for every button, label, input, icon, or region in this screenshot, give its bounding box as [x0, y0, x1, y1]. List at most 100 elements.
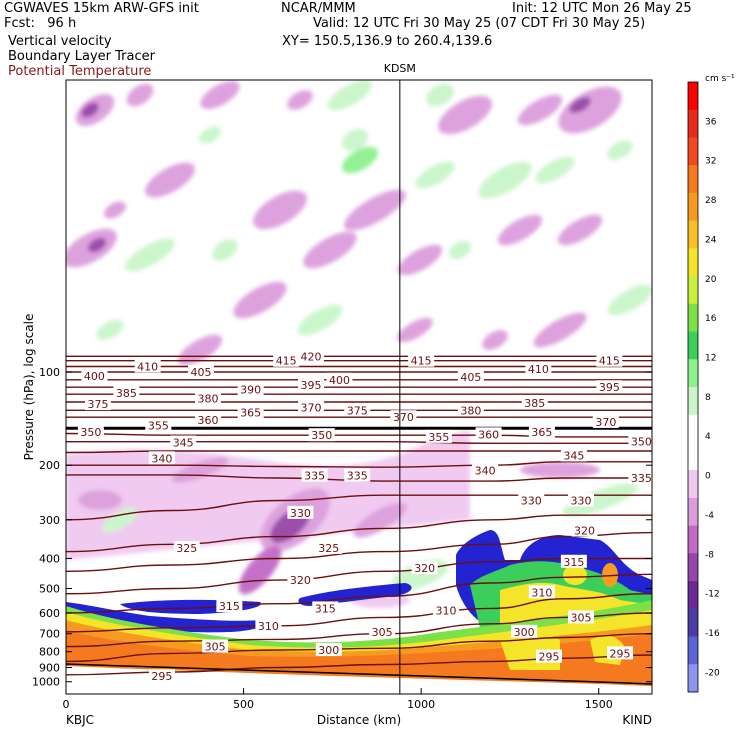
theta-label: 365 [531, 426, 552, 439]
theta-label: 315 [563, 556, 584, 569]
colorbar-swatch [688, 414, 698, 443]
theta-label-bg [433, 603, 460, 617]
theta-label: 335 [304, 470, 325, 483]
theta-label: 345 [563, 449, 584, 462]
colorbar-label: -16 [705, 629, 720, 639]
theta-label: 355 [428, 431, 449, 444]
theta-label: 295 [151, 670, 172, 683]
colorbar-swatch [688, 387, 698, 416]
theta-label-bg [592, 414, 619, 428]
theta-label-bg [202, 639, 229, 653]
init-time: Init: 12 UTC Mon 26 May 25 [512, 1, 692, 16]
theta-label-bg [148, 669, 175, 683]
theta-label: 390 [240, 384, 261, 397]
theta-label: 315 [315, 602, 336, 615]
theta-label-bg [145, 418, 172, 432]
theta-contour-345 [66, 461, 652, 468]
theta-label-bg [315, 643, 342, 657]
theta-label-bg [344, 468, 371, 482]
y-tick-label: 700 [39, 628, 60, 641]
theta-label-bg [173, 540, 200, 554]
theta-label: 375 [347, 404, 368, 417]
theta-label: 410 [528, 363, 549, 376]
colorbar-swatch [688, 165, 698, 194]
theta-label-bg [298, 400, 325, 414]
valid-time: Valid: 12 UTC Fri 30 May 25 (07 CDT Fri … [313, 16, 646, 31]
theta-label-bg [84, 397, 111, 411]
theta-contour-315 [66, 573, 652, 614]
colorbar-labels: 36 32 28 24 20 16 12 8 4 0 -4 -8 -12 -16 -20 [705, 117, 720, 678]
colorbar-label: 28 [705, 196, 717, 206]
theta-label: 295 [610, 647, 631, 660]
theta-label: 330 [290, 507, 311, 520]
colorbar-swatch [688, 608, 698, 638]
theta-label: 370 [301, 401, 322, 414]
theta-label-bg [560, 448, 587, 462]
theta-contour-355 [66, 440, 652, 445]
kdsm-label: KDSM [384, 62, 416, 75]
theta-label: 395 [301, 379, 322, 392]
theta-label: 415 [599, 355, 620, 368]
theta-label: 400 [84, 370, 105, 383]
theta-label-bg [518, 493, 545, 507]
theta-label-bg [312, 601, 339, 615]
theta-label-bg [596, 353, 623, 367]
theta-label-bg [81, 368, 108, 382]
theta-label: 370 [393, 411, 414, 424]
colorbar-swatch [688, 331, 698, 360]
theta-label-bg [411, 561, 438, 575]
vertical-velocity-shading [66, 80, 652, 694]
y-tick-label: 900 [39, 662, 60, 675]
theta-label: 295 [539, 651, 560, 664]
theta-label: 340 [475, 464, 496, 477]
theta-label: 310 [436, 605, 457, 618]
theta-label: 300 [318, 644, 339, 657]
colorbar-swatch [688, 553, 698, 582]
theta-label: 350 [631, 436, 652, 449]
y-tick-label: 500 [39, 582, 60, 595]
theta-label: 345 [173, 437, 194, 450]
theta-contour-360 [66, 432, 652, 438]
colorbar-unit: cm s⁻¹ [705, 74, 735, 84]
colorbar-frame [687, 81, 699, 693]
forecast-hour: Fcst: 96 h [4, 16, 77, 31]
theta-label: 360 [198, 414, 219, 427]
colorbar-swatch [688, 636, 698, 665]
y-tick-label: 100 [39, 366, 60, 379]
colorbar-swatch [688, 581, 698, 610]
y-tick-label: 200 [39, 459, 60, 472]
theta-label: 385 [116, 387, 137, 400]
theta-label: 340 [151, 452, 172, 465]
theta-label: 405 [460, 371, 481, 384]
theta-contour-330 [66, 514, 652, 553]
theta-label: 300 [514, 626, 535, 639]
theta-label-bg [187, 364, 214, 378]
theta-label-bg [77, 424, 104, 438]
y-tick-label: 300 [39, 514, 60, 527]
model-title: CGWAVES 15km ARW-GFS init [4, 1, 199, 16]
theta-label: 305 [205, 641, 226, 654]
colorbar [687, 81, 699, 693]
theta-label-bg [472, 463, 499, 477]
y-tick-label: 1000 [32, 676, 60, 689]
colorbar-label: 36 [705, 117, 717, 127]
field-boundary-layer-tracer: Boundary Layer Tracer [8, 49, 155, 64]
theta-label-bg [287, 505, 314, 519]
theta-label: 335 [347, 470, 368, 483]
theta-label-bg [344, 403, 371, 417]
org-label: NCAR/MMM [281, 1, 356, 16]
colorbar-label: 20 [705, 275, 717, 285]
theta-label: 415 [276, 355, 297, 368]
theta-label-bg [298, 349, 325, 363]
theta-label-bg [287, 573, 314, 587]
theta-label-bg [195, 413, 222, 427]
colorbar-label: -4 [705, 511, 714, 521]
colorbar-swatch [688, 220, 698, 249]
x-tick-label: 1500 [585, 698, 613, 711]
y-axis-title: Pressure (hPa), log scale [22, 314, 36, 461]
theta-label-bg [457, 403, 484, 417]
theta-label-bg [326, 372, 353, 386]
theta-label: 305 [570, 611, 591, 624]
theta-label-bg [170, 435, 197, 449]
theta-label-bg [308, 428, 335, 442]
